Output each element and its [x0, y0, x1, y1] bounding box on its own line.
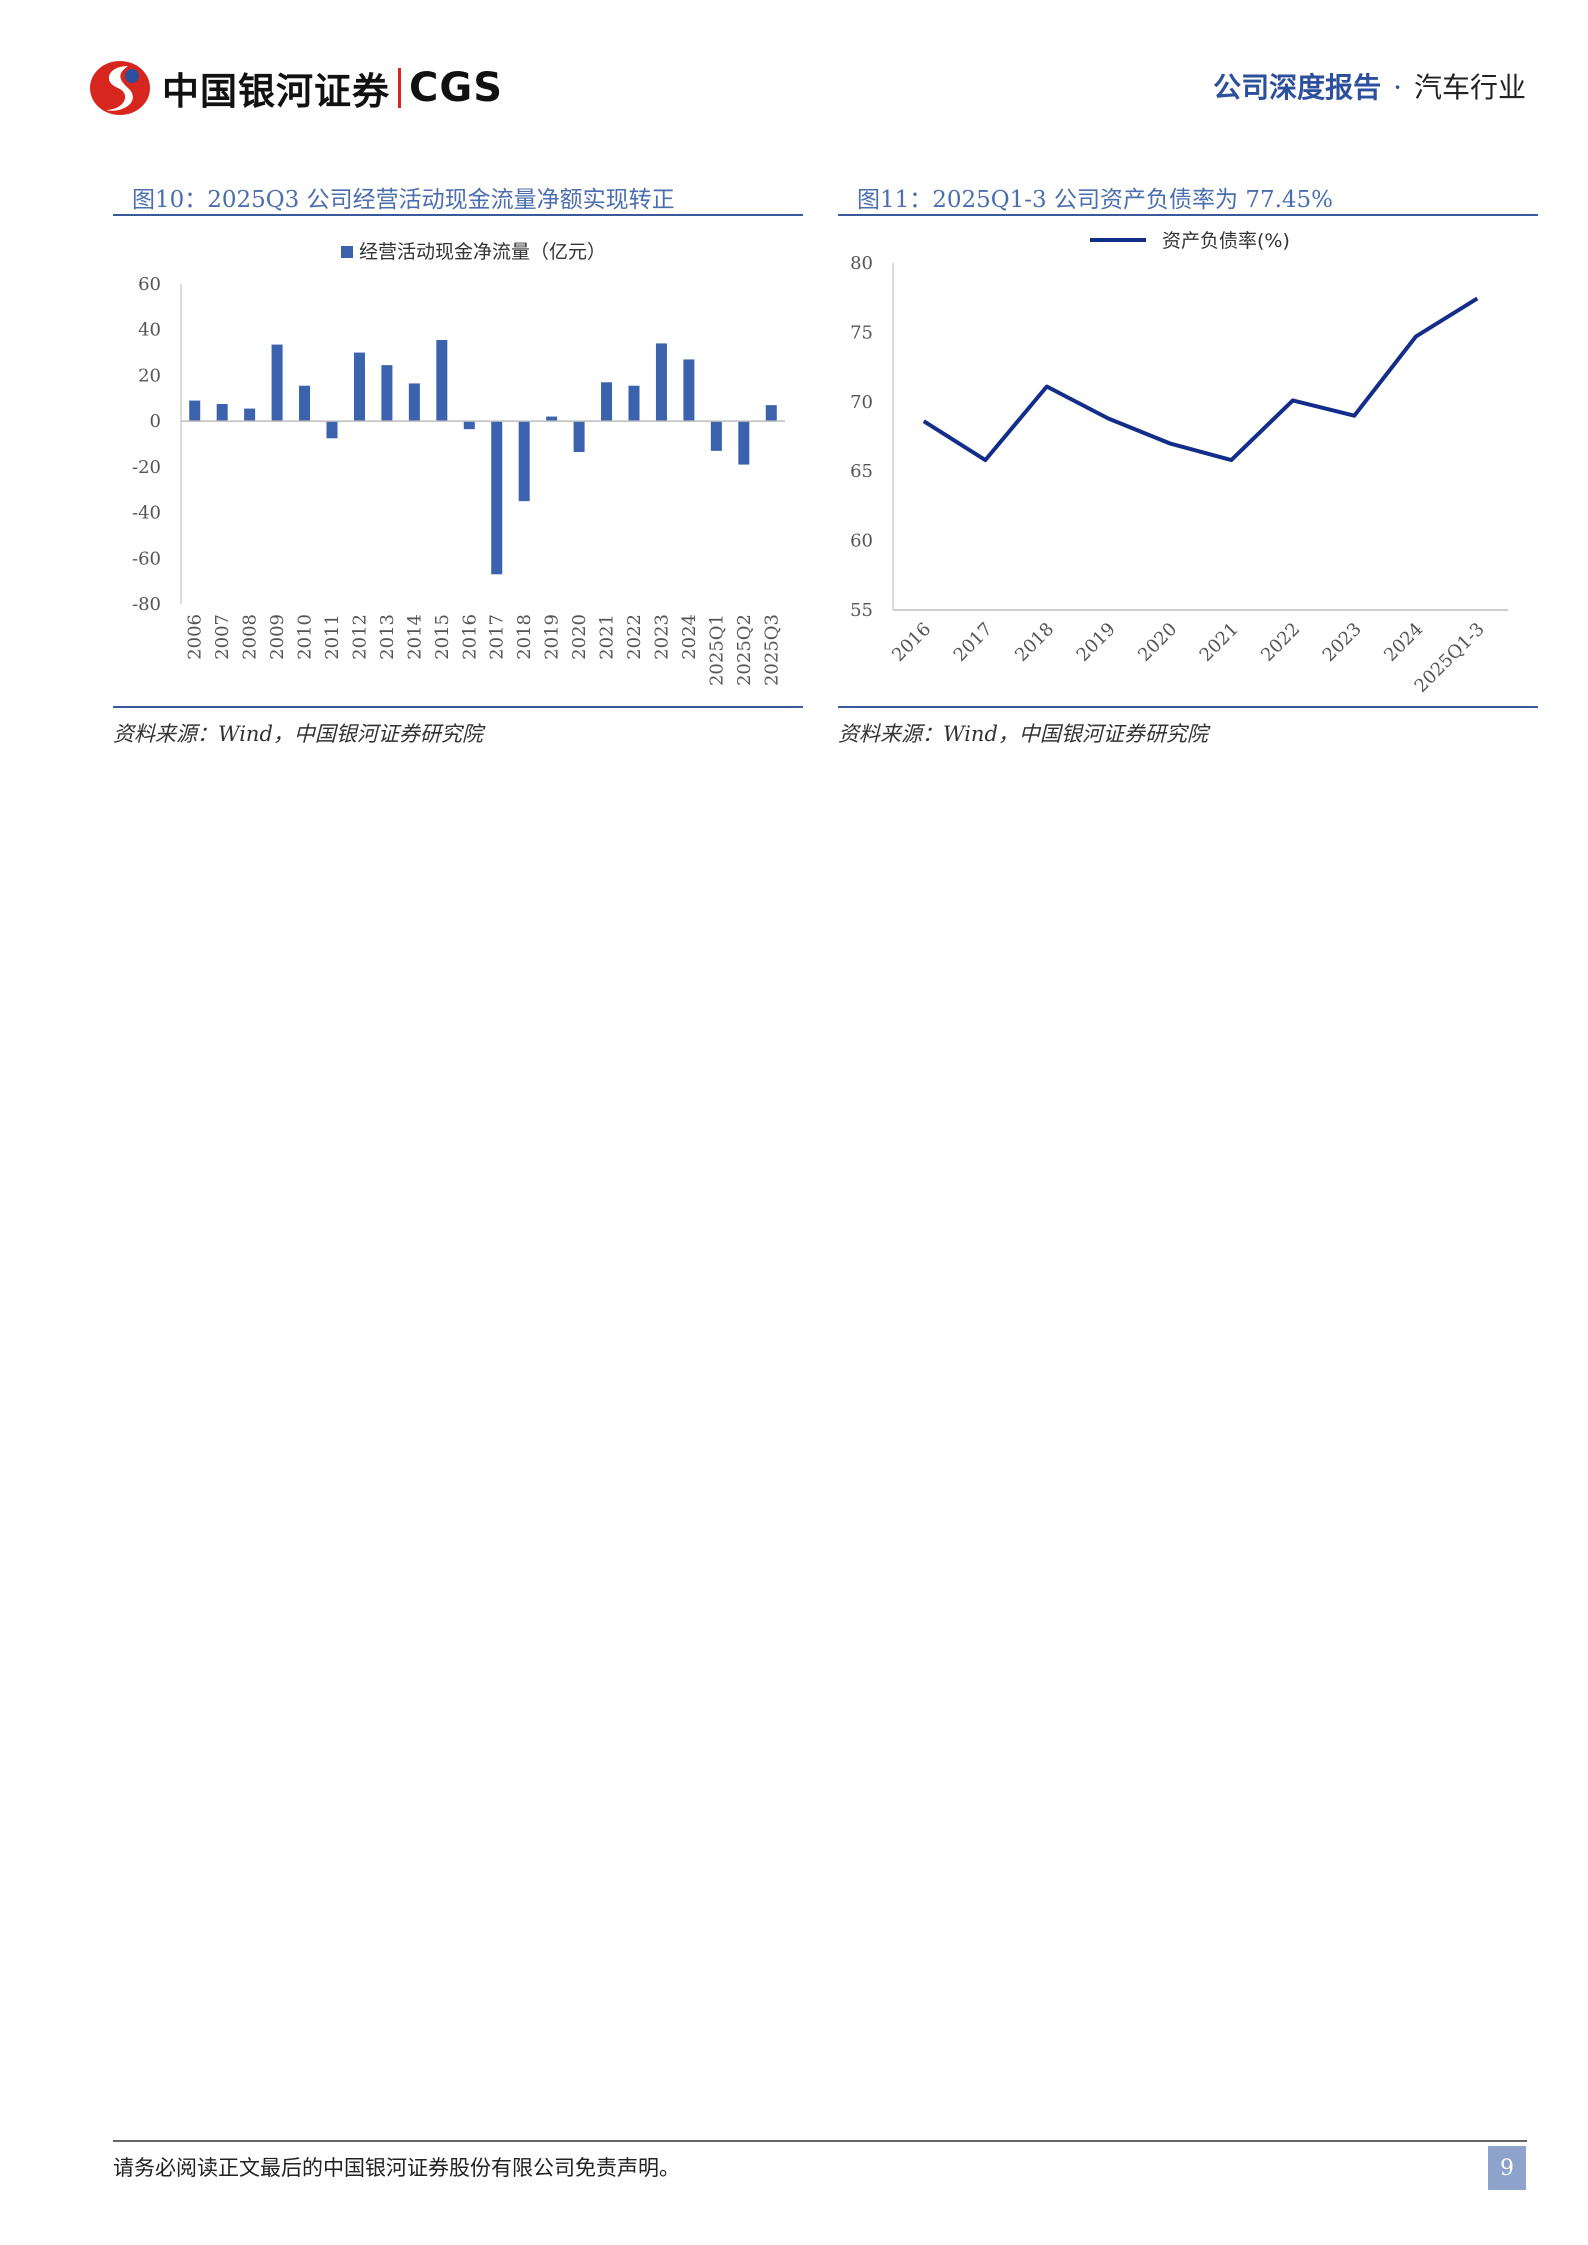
x-tick-label: 2021 [597, 614, 618, 660]
y-tick-label: 75 [850, 322, 873, 343]
bar [353, 352, 365, 422]
bar [573, 421, 585, 452]
bar [765, 405, 777, 422]
cgs-logo-icon [90, 61, 150, 115]
x-tick-label: 2007 [212, 614, 233, 660]
company-logo: 中国银河证券 CGS [88, 58, 503, 118]
bar [326, 421, 338, 439]
legend-swatch [341, 246, 353, 258]
x-tick-label: 2018 [1011, 619, 1058, 666]
y-tick-label: 70 [850, 392, 873, 413]
figure-10-title: 图10：2025Q3 公司经营活动现金流量净额实现转正 [132, 187, 675, 213]
x-tick-label: 2006 [185, 614, 206, 660]
x-tick-label: 2008 [240, 614, 261, 660]
x-tick-label: 2010 [295, 614, 316, 660]
y-tick-label: -60 [132, 548, 161, 569]
industry-label: 汽车行业 [1413, 71, 1526, 104]
y-tick-label: 65 [850, 461, 873, 482]
x-tick-label: 2025Q1 [706, 614, 727, 686]
figure-10-source: 资料来源：Wind，中国银河证券研究院 [113, 722, 483, 746]
bar [244, 408, 256, 422]
bar [299, 385, 311, 422]
bar [436, 340, 448, 422]
x-tick-label: 2020 [569, 614, 590, 660]
x-tick-label: 2014 [404, 614, 425, 660]
x-tick-label: 2022 [624, 614, 645, 660]
y-tick-label: 60 [850, 531, 873, 552]
bar [738, 421, 750, 465]
bar [189, 400, 201, 422]
bar [683, 359, 695, 422]
figure-10-bottom-rule [113, 706, 803, 708]
bar [546, 416, 558, 422]
x-tick-label: 2011 [322, 614, 343, 660]
x-tick-label: 2022 [1257, 619, 1304, 666]
x-tick-label: 2016 [459, 614, 480, 660]
report-header: 公司深度报告 · 汽车行业 [1213, 66, 1526, 106]
y-tick-label: 20 [138, 365, 161, 386]
y-tick-label: -40 [132, 503, 161, 524]
x-tick-label: 2017 [950, 619, 997, 666]
page-number: 9 [1488, 2146, 1526, 2190]
y-tick-label: 80 [850, 253, 873, 274]
footer-disclaimer: 请务必阅读正文最后的中国银河证券股份有限公司免责声明。 [113, 2156, 680, 2180]
bar [601, 382, 613, 422]
bar [271, 344, 283, 422]
bar [381, 365, 393, 422]
x-tick-label: 2019 [542, 614, 563, 660]
logo-divider [398, 68, 401, 108]
bar [655, 343, 667, 422]
y-tick-label: 55 [850, 600, 873, 621]
x-tick-label: 2018 [514, 614, 535, 660]
debt-ratio-line-chart: 资产负债率(%) 80 75 70 65 60 55 2016 2017 2018 2019 2020… [850, 230, 1508, 697]
logo-english-name: CGS [409, 65, 503, 111]
series-line [922, 296, 1479, 463]
bar [710, 421, 722, 451]
report-type: 公司深度报告 [1213, 71, 1382, 104]
x-tick-label: 2013 [377, 614, 398, 660]
bar [408, 383, 420, 422]
y-tick-label: 60 [138, 274, 161, 295]
bar [628, 385, 640, 422]
bar [491, 421, 503, 575]
figure-10-top-rule [113, 214, 803, 216]
x-tick-label: 2025Q3 [761, 614, 782, 686]
x-tick-label: 2024 [679, 614, 700, 660]
x-tick-label: 2016 [888, 619, 935, 666]
y-tick-label: -80 [132, 594, 161, 615]
legend-label: 经营活动现金净流量（亿元） [359, 241, 606, 263]
logo-chinese-name: 中国银河证券 [162, 70, 390, 113]
x-tick-label: 2019 [1073, 619, 1120, 666]
figure-11-top-rule [838, 214, 1538, 216]
x-tick-label: 2024 [1380, 619, 1427, 666]
x-tick-label: 2023 [651, 614, 672, 660]
y-tick-label: 40 [138, 320, 161, 341]
figure-11-bottom-rule [838, 706, 1538, 708]
x-tick-label: 2015 [432, 614, 453, 660]
legend-label: 资产负债率(%) [1162, 230, 1290, 252]
x-tick-label: 2020 [1134, 619, 1181, 666]
x-tick-label: 2012 [349, 614, 370, 660]
figure-11-title: 图11：2025Q1-3 公司资产负债率为 77.45% [857, 187, 1334, 213]
x-tick-label: 2017 [487, 614, 508, 660]
x-tick-label: 2023 [1319, 619, 1366, 666]
x-tick-label: 2009 [267, 614, 288, 660]
y-tick-label: -20 [132, 457, 161, 478]
x-tick-label: 2021 [1196, 619, 1243, 666]
header-dot: · [1393, 71, 1402, 104]
x-tick-label: 2025Q2 [734, 614, 755, 686]
bar [463, 421, 475, 430]
bar [216, 404, 228, 422]
operating-cashflow-bar-chart: 经营活动现金净流量（亿元） 60 40 20 0 -20 -40 -60 -80 2006 2007… [132, 241, 785, 686]
bar [518, 421, 530, 502]
y-tick-label: 0 [150, 411, 161, 432]
footer-rule [113, 2140, 1527, 2142]
figure-11-source: 资料来源：Wind，中国银河证券研究院 [838, 722, 1208, 746]
